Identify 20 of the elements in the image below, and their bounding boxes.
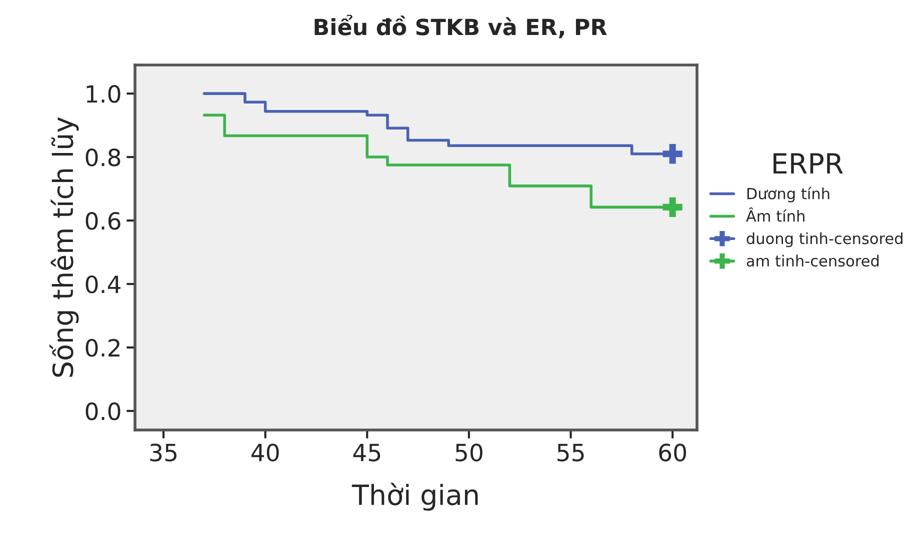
- x-axis-title: Thời gian: [352, 482, 478, 511]
- y-tick-label: 0.8: [86, 148, 120, 166]
- y-axis-title: Sống thêm tích lũy: [49, 117, 79, 377]
- legend-title: ERPR: [774, 153, 843, 174]
- chart-title: Biểu đồ STKB và ER, PR: [314, 14, 607, 38]
- y-tick-label: 1.0: [86, 85, 120, 103]
- y-tick-label: 0.6: [86, 212, 120, 230]
- y-tick-label: 0.0: [86, 402, 120, 420]
- legend-label: Âm tính: [746, 207, 804, 222]
- x-tick-label: 55: [558, 444, 584, 462]
- legend-label: am tinh-censored: [746, 254, 879, 267]
- x-tick-label: 45: [353, 444, 380, 462]
- x-tick-label: 35: [150, 444, 176, 462]
- y-tick-label: 0.2: [86, 338, 120, 357]
- x-tick-label: 40: [251, 444, 279, 462]
- x-tick-label: 60: [659, 444, 686, 462]
- legend-label: Dương tính: [747, 186, 830, 202]
- x-tick-label: 50: [456, 444, 482, 462]
- y-tick-label: 0.4: [86, 275, 120, 294]
- legend-label: duong tinh-censored: [746, 232, 902, 248]
